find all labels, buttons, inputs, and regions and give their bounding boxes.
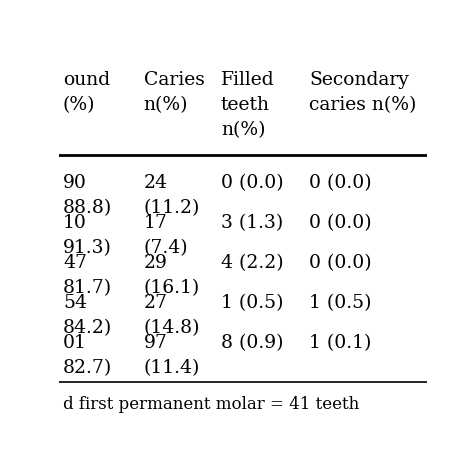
Text: 0 (0.0): 0 (0.0) <box>309 254 372 272</box>
Text: 97
(11.4): 97 (11.4) <box>144 334 200 377</box>
Text: 10
91.3): 10 91.3) <box>63 214 112 257</box>
Text: 90
88.8): 90 88.8) <box>63 173 112 217</box>
Text: 1 (0.5): 1 (0.5) <box>309 294 372 312</box>
Text: Filled
teeth
n(%): Filled teeth n(%) <box>221 72 274 139</box>
Text: 8 (0.9): 8 (0.9) <box>221 334 283 352</box>
Text: 1 (0.1): 1 (0.1) <box>309 334 372 352</box>
Text: d first permanent molar = 41 teeth: d first permanent molar = 41 teeth <box>63 396 359 413</box>
Text: 47
81.7): 47 81.7) <box>63 254 112 297</box>
Text: 1 (0.5): 1 (0.5) <box>221 294 283 312</box>
Text: 24
(11.2): 24 (11.2) <box>144 173 200 217</box>
Text: 4 (2.2): 4 (2.2) <box>221 254 283 272</box>
Text: 54
84.2): 54 84.2) <box>63 294 112 337</box>
Text: 01
82.7): 01 82.7) <box>63 334 112 377</box>
Text: 29
(16.1): 29 (16.1) <box>144 254 200 297</box>
Text: 17
(7.4): 17 (7.4) <box>144 214 188 257</box>
Text: Secondary
caries n(%): Secondary caries n(%) <box>309 72 417 115</box>
Text: 27
(14.8): 27 (14.8) <box>144 294 200 337</box>
Text: 0 (0.0): 0 (0.0) <box>309 214 372 232</box>
Text: 0 (0.0): 0 (0.0) <box>309 173 372 191</box>
Text: 3 (1.3): 3 (1.3) <box>221 214 283 232</box>
Text: Caries
n(%): Caries n(%) <box>144 72 205 115</box>
Text: ound
(%): ound (%) <box>63 72 110 115</box>
Text: 0 (0.0): 0 (0.0) <box>221 173 283 191</box>
